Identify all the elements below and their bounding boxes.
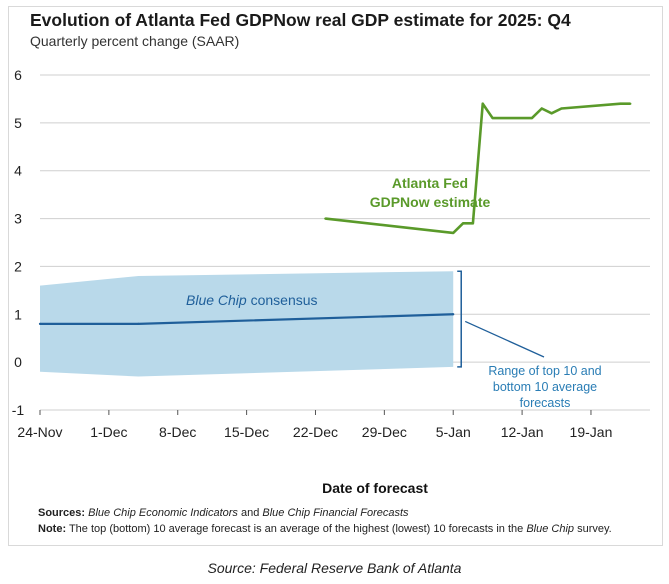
gdpnow-point — [540, 107, 543, 110]
gdpnow-point — [619, 102, 622, 105]
chart-plot: 6 5 4 3 2 1 0 -1 24-Nov 1-Dec 8-Dec 15-Dec 22-Dec 29-… — [12, 67, 650, 496]
x-tick-label: 29-Dec — [362, 424, 407, 440]
chart-title: Evolution of Atlanta Fed GDPNow real GDP… — [30, 10, 571, 30]
consensus-label-italic: Blue Chip — [186, 292, 247, 308]
sources-line: Sources: Blue Chip Economic Indicators a… — [38, 505, 612, 521]
note-italic: Blue Chip — [526, 523, 575, 535]
range-label-line3: forecasts — [520, 396, 571, 410]
x-tick-label: 24-Nov — [17, 424, 62, 440]
sources-title-2: Blue Chip Financial Forecasts — [262, 507, 409, 519]
x-tick-label: 12-Jan — [501, 424, 544, 440]
gdpnow-line — [325, 102, 631, 235]
x-tick-label: 15-Dec — [224, 424, 269, 440]
y-tick-label: 1 — [14, 306, 22, 322]
gdpnow-point — [629, 102, 632, 105]
x-tick-label: 19-Jan — [570, 424, 613, 440]
x-tick-label: 1-Dec — [90, 424, 127, 440]
consensus-label-rest: consensus — [247, 292, 318, 308]
y-tick-label: 3 — [14, 211, 22, 227]
gdpnow-point — [452, 231, 455, 235]
sources-and: and — [237, 507, 263, 519]
gdpnow-point — [550, 112, 553, 115]
range-bracket — [457, 270, 462, 368]
x-tick-label: 22-Dec — [293, 424, 338, 440]
y-tick-label: 5 — [14, 115, 22, 131]
sources-title-1: Blue Chip Economic Indicators — [88, 507, 238, 519]
y-tick-label: 0 — [14, 354, 22, 370]
gdpnow-point — [560, 107, 563, 110]
note-label: Note: — [38, 523, 67, 535]
gdpnow-point — [471, 222, 475, 225]
gdpnow-label-line2: GDPNow estimate — [370, 194, 491, 210]
note-text-1: The top (bottom) 10 average forecast is … — [66, 523, 527, 535]
note-line: Note: The top (bottom) 10 average foreca… — [38, 521, 612, 537]
chart-subtitle: Quarterly percent change (SAAR) — [30, 33, 240, 49]
consensus-point — [38, 322, 42, 325]
y-tick-label: 4 — [14, 163, 22, 179]
gdpnow-point — [324, 217, 327, 220]
note-text-2: survey. — [574, 523, 612, 535]
gdpnow-point — [491, 116, 494, 120]
range-connector — [464, 320, 545, 358]
y-tick-label: 2 — [14, 258, 22, 274]
gdpnow-point — [461, 222, 465, 225]
chart-notes: Sources: Blue Chip Economic Indicators a… — [38, 505, 612, 537]
consensus-point — [452, 313, 455, 316]
x-axis-title: Date of forecast — [322, 480, 428, 496]
range-label-line1: Range of top 10 and — [488, 364, 601, 378]
gdpnow-point — [530, 116, 534, 120]
source-caption: Source: Federal Reserve Bank of Atlanta — [207, 560, 462, 576]
gdpnow-label-line1: Atlanta Fed — [392, 175, 468, 191]
x-tick-label: 8-Dec — [159, 424, 196, 440]
consensus-label: Blue Chip consensus — [186, 292, 318, 308]
sources-label: Sources: — [38, 507, 86, 519]
y-tick-label: 6 — [14, 67, 22, 83]
x-tick-label: 5-Jan — [436, 424, 471, 440]
range-band — [40, 271, 454, 377]
gdpnow-point — [481, 102, 484, 105]
y-tick-label: -1 — [12, 402, 25, 418]
consensus-point — [137, 322, 140, 325]
range-label-line2: bottom 10 average — [493, 380, 597, 394]
